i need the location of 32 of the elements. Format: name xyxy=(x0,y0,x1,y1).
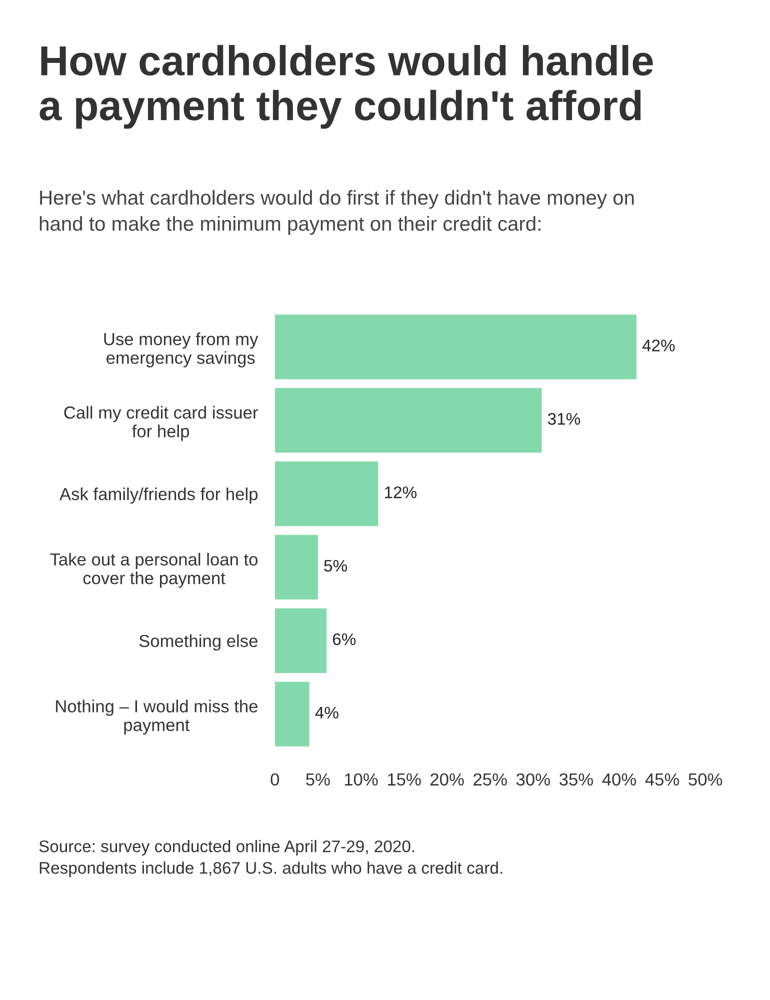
bar xyxy=(274,608,327,673)
x-tick-label: 40% xyxy=(602,773,636,786)
x-tick-label: 5% xyxy=(306,773,330,786)
x-tick-label: 25% xyxy=(474,773,507,786)
data-label: 12% xyxy=(385,486,417,498)
x-tick-label: 50% xyxy=(688,773,722,786)
x-tick-label: 10% xyxy=(344,773,378,786)
chart-subtitle: Here's what cardholders would do first if they didn't have money on hand to make the minimum payment on their credit card: xyxy=(40,190,634,235)
bar xyxy=(274,314,636,380)
x-tick-label: 20% xyxy=(430,773,464,786)
x-tick-label: 15% xyxy=(388,773,421,786)
y-tick-label: Use money from my emergency savings xyxy=(104,332,258,368)
y-tick-label: Nothing – I would miss the payment xyxy=(56,700,258,735)
x-tick-label: 30% xyxy=(516,773,550,786)
bar xyxy=(274,388,542,453)
y-tick-label: Something else xyxy=(139,634,258,651)
data-label: 4% xyxy=(315,706,338,719)
y-tick-label: Take out a personal loan to cover the payment xyxy=(50,552,258,588)
y-tick-label: Ask family/friends for help xyxy=(60,487,258,504)
x-tick-label: 45% xyxy=(645,773,680,786)
chart-title: How cardholders would handle a payment they couldn't afford xyxy=(40,45,653,129)
x-tick-label: 35% xyxy=(559,773,593,786)
bar xyxy=(274,534,318,600)
x-tick-label: 0 xyxy=(270,773,280,786)
source-note: Source: survey conducted online April 27-29, 2020. Respondents include 1,867 U.S. adults who have a credit card. xyxy=(39,840,502,878)
bar xyxy=(274,461,378,526)
data-label: 6% xyxy=(332,633,356,646)
y-tick-label: Call my credit card issuer for help xyxy=(64,406,258,441)
bar xyxy=(274,682,310,746)
data-label: 42% xyxy=(642,340,675,352)
data-label: 31% xyxy=(548,413,580,425)
data-label: 5% xyxy=(324,560,347,572)
